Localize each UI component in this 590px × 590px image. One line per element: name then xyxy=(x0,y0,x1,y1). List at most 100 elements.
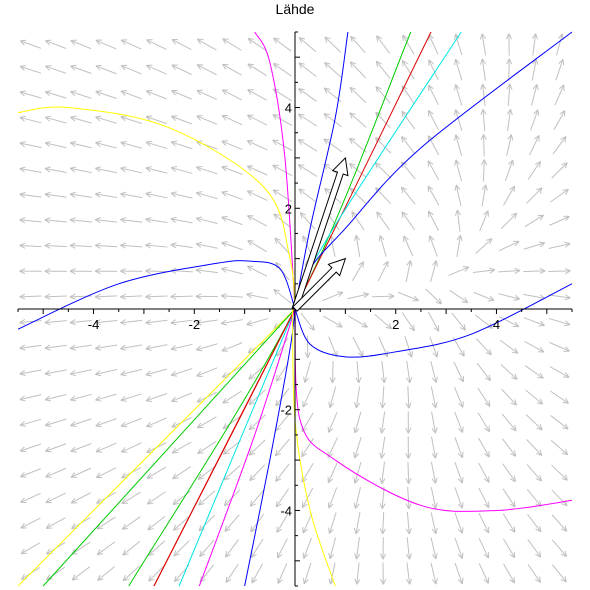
field-arrow xyxy=(303,361,311,383)
field-arrow xyxy=(20,517,41,529)
field-arrow xyxy=(430,260,438,282)
field-arrow xyxy=(549,341,570,352)
field-arrow xyxy=(478,563,490,584)
field-arrow xyxy=(69,217,92,224)
field-arrow xyxy=(548,267,571,275)
field-arrow xyxy=(195,241,218,249)
field-arrow xyxy=(556,33,564,56)
field-arrow xyxy=(481,159,488,182)
field-arrow xyxy=(298,188,317,203)
field-arrow xyxy=(479,210,489,232)
field-arrow xyxy=(475,338,492,356)
field-arrow xyxy=(247,215,268,227)
field-arrow xyxy=(353,512,361,535)
field-arrow xyxy=(476,362,492,382)
field-arrow xyxy=(146,64,167,75)
field-arrow xyxy=(249,464,266,482)
field-arrow xyxy=(453,361,464,383)
field-arrow xyxy=(146,417,167,428)
field-arrow xyxy=(120,115,142,124)
field-arrow xyxy=(145,89,167,100)
field-arrow xyxy=(70,418,92,428)
field-arrow xyxy=(304,335,311,358)
field-arrow xyxy=(44,90,67,99)
field-arrow xyxy=(379,461,386,484)
field-arrow xyxy=(222,390,242,404)
field-arrow xyxy=(530,109,540,131)
field-arrow xyxy=(478,487,490,509)
field-arrow xyxy=(499,339,519,354)
field-arrow xyxy=(375,86,391,104)
field-arrow xyxy=(170,166,193,174)
trajectory-9 xyxy=(294,283,573,358)
field-arrow xyxy=(69,191,92,198)
field-arrow xyxy=(247,239,267,253)
field-arrow xyxy=(196,367,218,377)
field-arrow xyxy=(480,83,487,106)
field-arrow xyxy=(19,344,42,351)
field-arrow xyxy=(502,488,516,508)
field-arrow xyxy=(430,461,438,484)
field-arrow xyxy=(525,414,543,431)
field-arrow xyxy=(302,537,313,559)
y-tick-label: 2 xyxy=(285,201,292,216)
field-arrow xyxy=(454,462,464,484)
field-arrow xyxy=(347,292,370,300)
field-arrow xyxy=(272,139,293,151)
field-arrow xyxy=(379,537,387,560)
field-arrow xyxy=(403,235,414,257)
x-tick-label: -4 xyxy=(88,317,100,332)
field-arrow xyxy=(19,191,42,198)
field-arrow xyxy=(70,115,92,124)
field-arrow xyxy=(19,293,42,300)
trajectory-8 xyxy=(17,260,296,330)
field-arrow xyxy=(552,136,567,155)
field-arrow xyxy=(196,38,217,51)
trajectory-11 xyxy=(17,308,296,587)
field-arrow xyxy=(45,443,67,453)
field-arrow xyxy=(197,465,216,480)
field-arrow xyxy=(196,64,217,76)
trajectory-1 xyxy=(254,31,296,310)
field-arrow xyxy=(502,538,516,559)
field-arrow xyxy=(454,512,464,534)
field-arrow xyxy=(430,486,438,509)
eigenvector-arrow-2 xyxy=(292,257,347,312)
field-arrow xyxy=(170,368,193,377)
field-arrow xyxy=(122,565,140,582)
field-arrow xyxy=(430,537,438,560)
field-arrow xyxy=(354,537,361,560)
field-arrow xyxy=(301,463,314,483)
field-arrow xyxy=(120,442,142,453)
field-arrow xyxy=(427,135,440,156)
field-arrow xyxy=(44,217,67,224)
field-arrow xyxy=(196,165,218,175)
field-arrow xyxy=(454,159,462,182)
field-arrow xyxy=(145,393,168,402)
field-arrow xyxy=(298,62,317,77)
field-arrow xyxy=(526,464,542,482)
field-arrow xyxy=(196,89,218,101)
field-arrow xyxy=(70,467,92,478)
field-arrow xyxy=(429,336,439,358)
field-arrow xyxy=(552,564,567,583)
field-arrow xyxy=(456,234,463,257)
chart-title: Lähde xyxy=(276,1,315,17)
field-arrow xyxy=(275,463,290,482)
field-arrow xyxy=(45,64,67,74)
field-arrow xyxy=(222,63,242,76)
field-arrow xyxy=(195,293,218,300)
field-arrow xyxy=(121,516,141,530)
field-arrow xyxy=(19,394,42,402)
field-arrow xyxy=(70,90,92,99)
field-arrow xyxy=(355,360,362,384)
field-arrow xyxy=(301,437,314,458)
field-arrow xyxy=(524,214,545,228)
field-arrow xyxy=(120,368,143,377)
field-arrow xyxy=(69,242,92,249)
field-arrow xyxy=(222,440,242,455)
field-arrow xyxy=(224,514,240,532)
field-arrow xyxy=(224,539,240,558)
field-arrow xyxy=(506,83,513,106)
field-arrow xyxy=(275,362,289,382)
